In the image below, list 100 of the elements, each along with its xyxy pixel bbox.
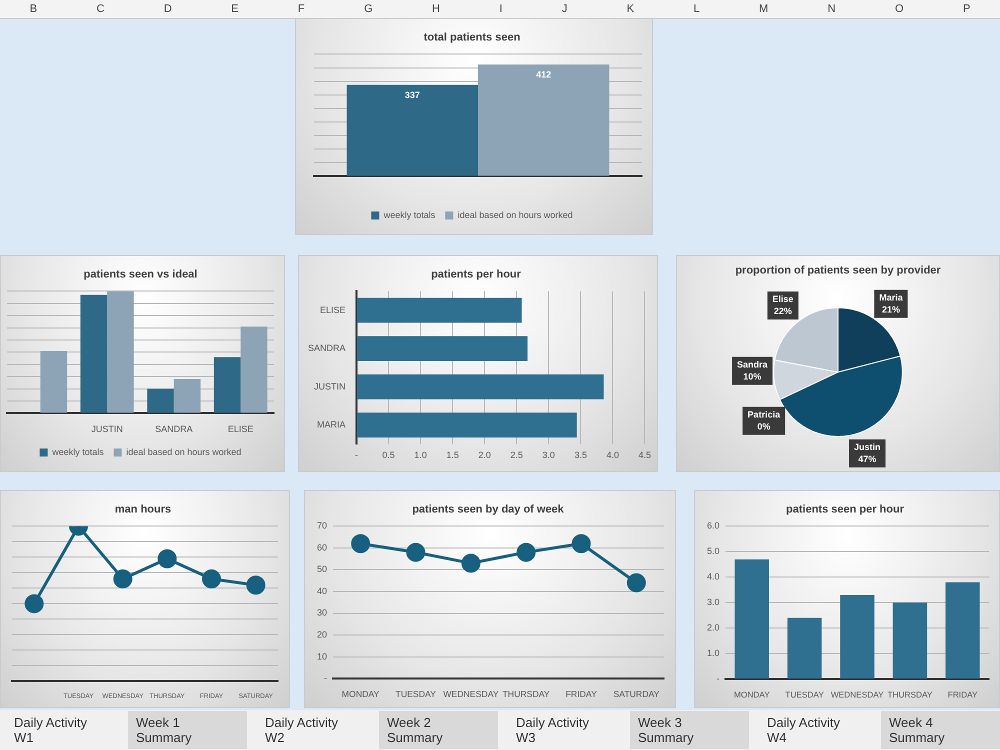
text: H [432, 3, 440, 15]
point [626, 573, 646, 592]
legend-label: weekly totals [51, 446, 104, 457]
bar [946, 582, 980, 679]
x-tick-label: 1.5 [446, 450, 459, 460]
y-tick-label: ELISE [320, 304, 346, 315]
text: Daily Activity W1 [13, 714, 88, 747]
x-tick-label: 2.0 [478, 450, 491, 460]
bar [147, 388, 174, 413]
x-tick-label: SANDRA [155, 424, 193, 434]
point [572, 534, 591, 554]
text: K [626, 3, 634, 15]
y-tick-label: 30 [316, 608, 328, 618]
x-tick-label: 3.0 [542, 450, 555, 460]
point [406, 542, 426, 562]
legend-label: ideal based on hours worked [126, 446, 242, 457]
y-tick-label: 20 [316, 630, 328, 640]
text: N [828, 3, 836, 15]
x-tick-label: WEDNESDAY [443, 689, 499, 700]
y-tick-label: 10 [316, 651, 328, 662]
slice-label: Justin [854, 442, 881, 452]
text: L [694, 3, 700, 15]
bar [40, 350, 68, 413]
bar [840, 594, 874, 679]
x-tick-label: 4.0 [606, 450, 619, 460]
x-tick-label: TUESDAY [785, 689, 824, 700]
x-tick-label: THURSDAY [887, 689, 933, 700]
bar [787, 618, 822, 679]
chart-title: patients per hour [431, 268, 522, 281]
bar [80, 294, 108, 413]
text: C [96, 3, 104, 15]
y-tick-label: 5.0 [706, 546, 720, 556]
y-tick-label: MARIA [316, 420, 346, 430]
text: D [164, 3, 172, 15]
text: P [962, 3, 970, 15]
x-tick-label: ELISE [228, 424, 254, 434]
bar [892, 602, 928, 679]
point [461, 554, 480, 573]
bar [357, 412, 577, 438]
text: E [231, 3, 239, 15]
text: Week 4 Summary [881, 711, 1000, 749]
x-tick-label: WEDNESDAY [830, 689, 884, 700]
x-tick-label: SATURDAY [613, 689, 660, 700]
chart-title: total patients seen [424, 32, 521, 44]
y-tick-label: 60 [316, 542, 328, 552]
x-tick-label: 1.0 [414, 450, 427, 460]
bar [357, 336, 528, 362]
text: Daily Activity W4 [766, 714, 841, 747]
legend-label: ideal based on hours worked [458, 210, 573, 220]
point [516, 542, 536, 562]
x-tick-label: THURSDAY [502, 689, 550, 700]
y-tick-label: - [324, 673, 328, 684]
legend-label: weekly totals [382, 210, 436, 220]
x-tick-label: MONDAY [342, 689, 380, 700]
x-tick-label: 0.5 [382, 450, 395, 460]
text: F [298, 3, 305, 15]
category-label: Patricia [748, 409, 780, 420]
y-tick-label: 6.0 [706, 520, 720, 531]
x-tick-label: MONDAY [734, 689, 770, 700]
text: B [30, 3, 38, 15]
text: Week 1 Summary [128, 711, 247, 749]
data-label: 22% [774, 306, 792, 316]
text: Week 2 Summary [379, 711, 498, 749]
x-tick-label: 4.5 [638, 450, 651, 460]
x-tick-label: JUSTIN [91, 424, 123, 434]
y-tick-label: 4.0 [706, 572, 720, 582]
text: I [499, 3, 502, 15]
chart-title: man hours [114, 504, 172, 516]
text: G [364, 3, 373, 15]
x-tick-label: FRIDAY [948, 689, 978, 700]
y-tick-label: JUSTIN [314, 381, 346, 392]
text: 0% [757, 421, 770, 432]
data-label: 337 [404, 90, 420, 100]
point [351, 534, 370, 554]
slice-label: Sandra [737, 359, 769, 370]
chart-title: patients seen vs ideal [84, 268, 198, 281]
y-tick-label: - [716, 674, 720, 684]
bar [107, 291, 134, 413]
text: Daily Activity W2 [264, 714, 339, 747]
slice-label: Maria [879, 292, 904, 302]
text: Daily Activity W3 [515, 714, 590, 747]
bar [214, 357, 241, 413]
data-label: 47% [858, 454, 876, 464]
data-label: 412 [536, 69, 552, 80]
text: M [759, 3, 768, 15]
bar [357, 374, 604, 400]
x-tick-label: TUESDAY [396, 689, 436, 700]
y-tick-label: 3.0 [706, 597, 720, 608]
y-tick-label: 40 [316, 586, 328, 596]
x-tick-label: 3.5 [574, 450, 587, 460]
y-tick-label: 2.0 [706, 622, 720, 633]
y-tick-label: 1.0 [706, 648, 720, 658]
bar [734, 559, 769, 679]
bar [357, 298, 522, 323]
data-label: 21% [882, 304, 900, 314]
chart-title: proportion of patients seen by provider [735, 264, 942, 277]
text: O [894, 3, 904, 15]
y-tick-label: SANDRA [308, 343, 346, 354]
x-tick-label: FRIDAY [566, 689, 598, 700]
bar [174, 379, 201, 413]
